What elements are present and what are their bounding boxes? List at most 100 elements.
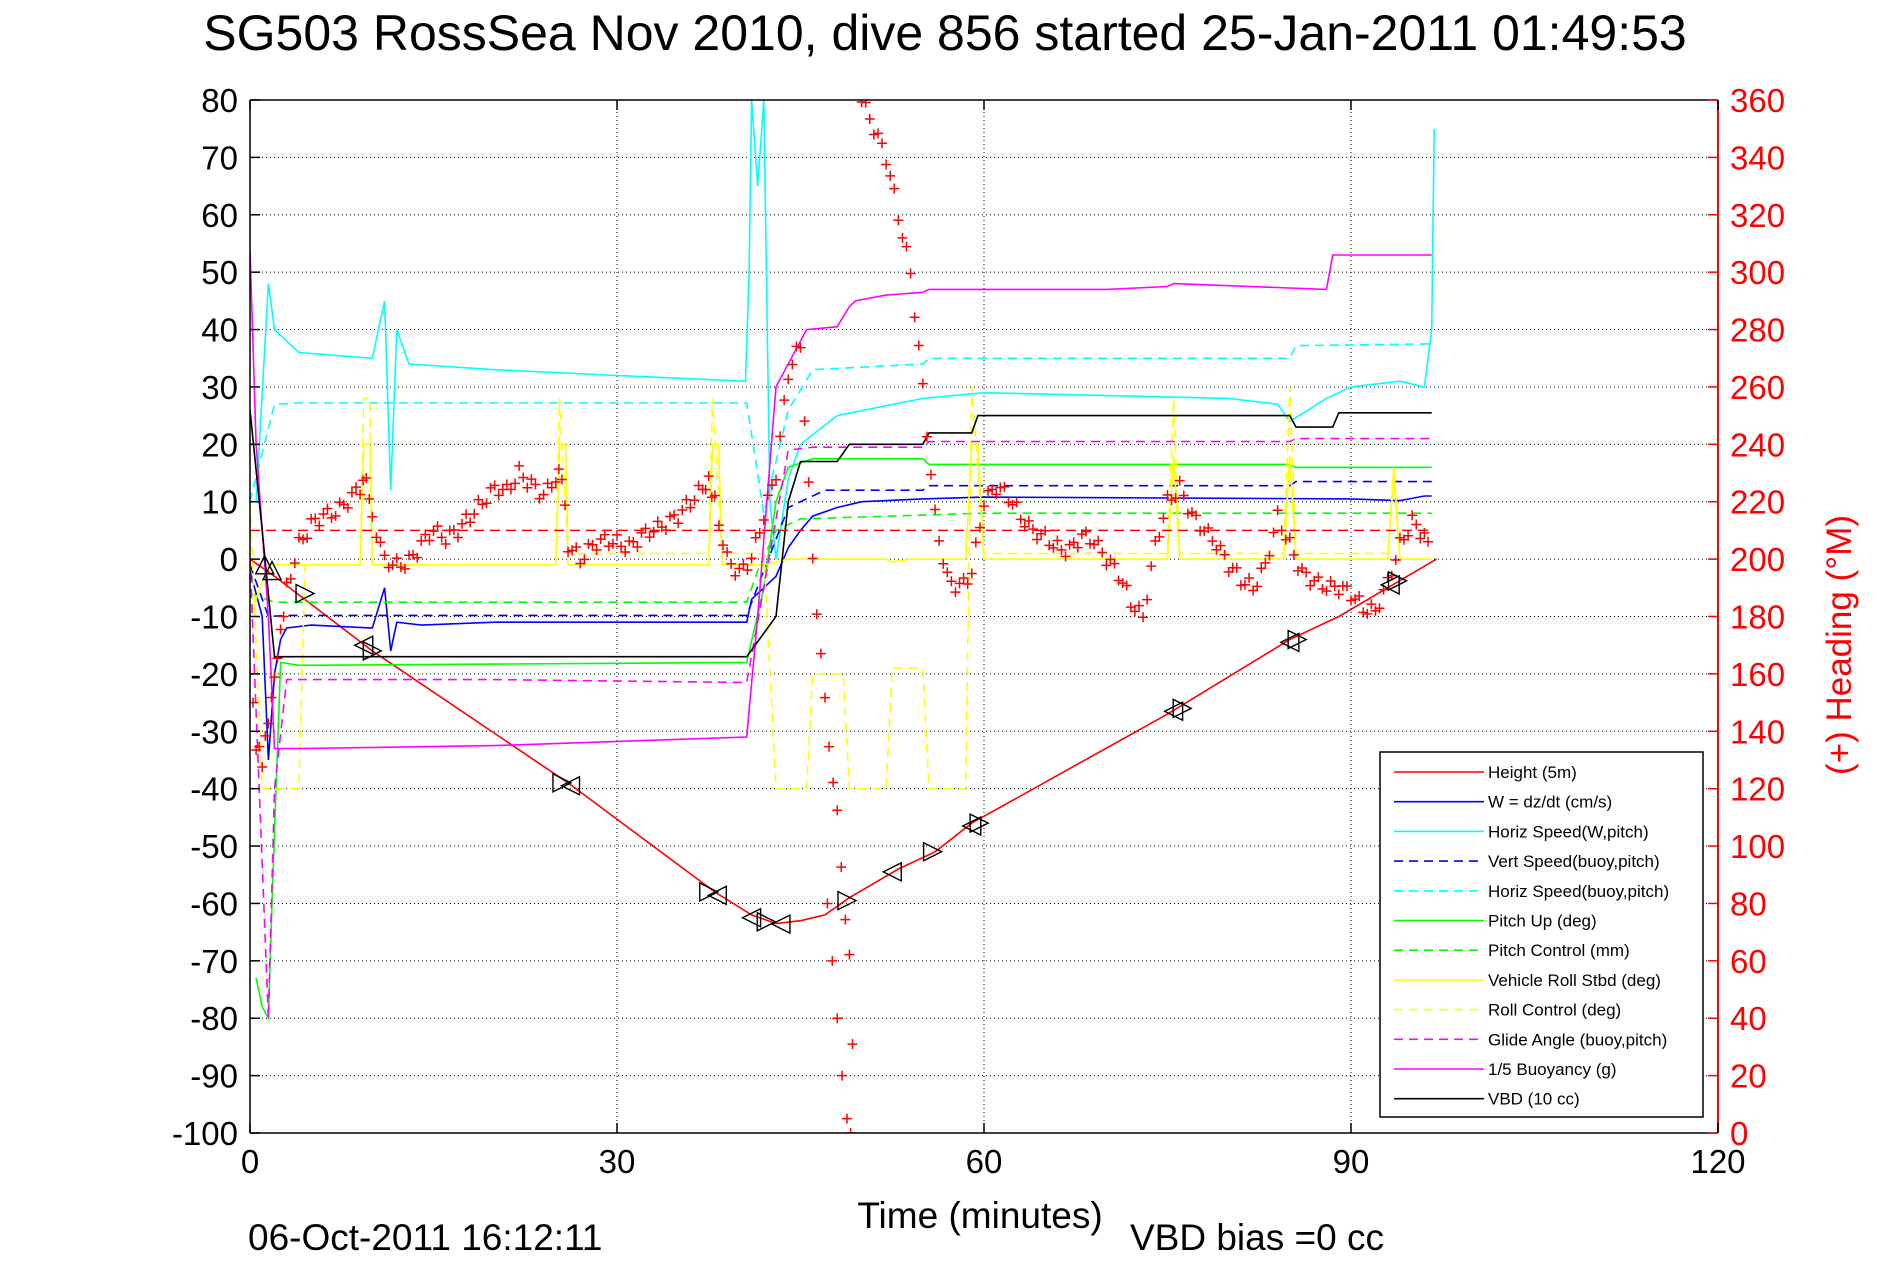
heading-point [930, 504, 941, 515]
heading-point [1284, 532, 1295, 543]
event-marker-triangle [741, 907, 762, 928]
marker-layer [254, 554, 1409, 935]
heading-point [266, 692, 277, 703]
heading-point [632, 542, 643, 553]
right-tick-label: 260 [1730, 369, 1785, 406]
heading-point [811, 609, 822, 620]
heading-point [913, 340, 924, 351]
heading-point [361, 472, 372, 483]
heading-point [718, 540, 729, 551]
heading-point [837, 1070, 848, 1081]
heading-point [553, 464, 564, 475]
left-tick-label: -10 [190, 599, 238, 636]
heading-point [493, 490, 504, 501]
heading-point [1052, 535, 1063, 546]
heading-point [1390, 555, 1401, 566]
heading-point [1244, 573, 1255, 584]
heading-point [1138, 612, 1149, 623]
heading-point [844, 949, 855, 960]
heading-point [942, 567, 953, 578]
heading-point [1264, 550, 1275, 561]
left-tick-label: -70 [190, 943, 238, 980]
heading-point [1093, 535, 1104, 546]
heading-point [1158, 513, 1169, 524]
heading-point [1411, 519, 1422, 530]
left-tick-label: -20 [190, 656, 238, 693]
right-tick-label: 140 [1730, 713, 1785, 750]
heading-point [689, 495, 700, 506]
heading-point [1207, 536, 1218, 547]
heading-point [783, 374, 794, 385]
heading-point [713, 520, 724, 531]
heading-point [599, 529, 610, 540]
heading-point [1146, 561, 1157, 572]
heading-point [958, 573, 969, 584]
heading-point [591, 544, 602, 555]
heading-point [1203, 523, 1214, 534]
event-marker-triangle [559, 775, 581, 796]
heading-point [779, 395, 790, 406]
heading-point [845, 1128, 856, 1133]
series-line-roll-control-deg [250, 386, 1432, 790]
heading-point [556, 474, 567, 485]
heading-point [1121, 580, 1132, 591]
heading-point [1027, 524, 1038, 535]
heading-point [946, 576, 957, 587]
left-tick-label: -40 [190, 771, 238, 808]
legend-label: VBD (10 cc) [1488, 1090, 1580, 1109]
heading-point [730, 570, 741, 581]
heading-point [758, 514, 769, 525]
heading-point [269, 672, 280, 683]
heading-point [424, 535, 435, 546]
heading-point [795, 342, 806, 353]
event-marker-triangle [699, 881, 720, 903]
x-tick-label: 120 [1690, 1143, 1745, 1180]
legend-box [1379, 751, 1704, 1118]
left-tick-label: -30 [190, 713, 238, 750]
heading-point [1048, 542, 1059, 553]
heading-point [587, 539, 598, 550]
legend-label: Height (5m) [1488, 763, 1577, 782]
heading-point [987, 484, 998, 495]
heading-point [648, 526, 659, 537]
heading-point [872, 128, 883, 139]
heading-point [505, 484, 516, 495]
heading-point [864, 113, 875, 124]
heading-point [803, 477, 814, 488]
heading-point [1174, 475, 1185, 486]
heading-point [318, 509, 329, 520]
heading-point [787, 359, 798, 370]
left-tick-label: 10 [201, 484, 238, 521]
left-tick-label: 60 [201, 197, 238, 234]
event-marker-triangle [1279, 632, 1300, 653]
event-marker-triangle [261, 560, 283, 581]
heading-point [841, 1113, 852, 1124]
event-marker-triangle [1387, 570, 1409, 592]
heading-point [1215, 540, 1226, 551]
heading-point [420, 529, 431, 540]
right-tick-label: 80 [1730, 885, 1767, 922]
heading-point [1260, 557, 1271, 568]
heading-point [1072, 542, 1083, 553]
heading-point [966, 568, 977, 579]
left-axis-ticks: 80 70 60 50 40 30 20 10 0 -10 -20 -30 -40 -50 -60 -70 -8… [172, 82, 260, 1152]
event-marker-triangle [881, 861, 902, 883]
heading-point [278, 611, 289, 622]
heading-point [1068, 537, 1079, 548]
heading-point [436, 532, 447, 543]
heading-point [526, 474, 537, 485]
heading-point [469, 509, 480, 520]
heading-point [824, 741, 835, 752]
heading-point [669, 509, 680, 520]
right-tick-label: 20 [1730, 1058, 1767, 1095]
right-tick-label: 300 [1730, 254, 1785, 291]
heading-point [815, 648, 826, 659]
left-tick-label: -50 [190, 828, 238, 865]
heading-point [950, 587, 961, 598]
heading-point [673, 518, 684, 529]
heading-point [881, 159, 892, 170]
heading-point [746, 553, 757, 564]
heading-point [677, 505, 688, 516]
heading-point [1354, 590, 1365, 601]
